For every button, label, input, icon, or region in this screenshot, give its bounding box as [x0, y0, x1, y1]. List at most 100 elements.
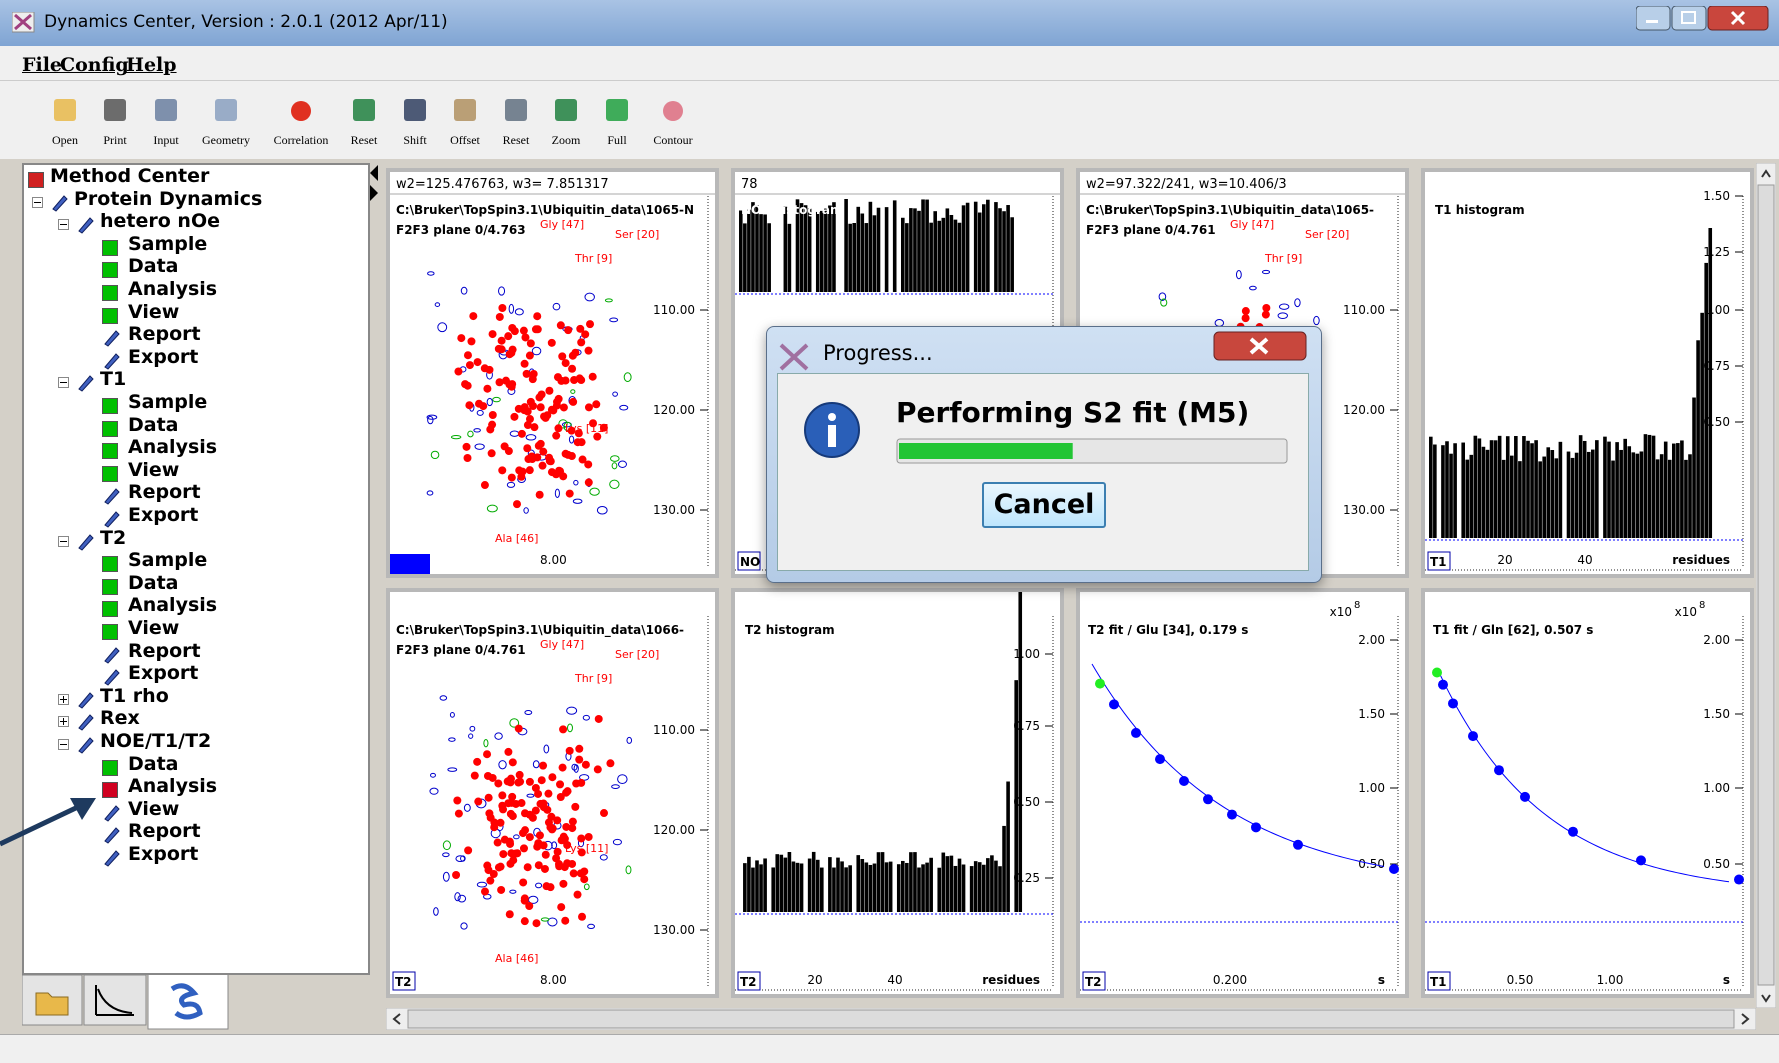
- tree-node[interactable]: Report: [128, 820, 201, 843]
- peak: [561, 916, 570, 925]
- tree-node[interactable]: View: [128, 797, 180, 820]
- spectrum-panel[interactable]: T2 fit / Glu [34], 0.179 s x10 8 2.00 1.50 1.…: [1076, 588, 1409, 998]
- minimize-button[interactable]: [1636, 6, 1671, 31]
- toolbar-icon[interactable]: [285, 93, 317, 125]
- tree-node[interactable]: T1 rho: [100, 684, 169, 707]
- tree-node[interactable]: Sample: [128, 391, 208, 413]
- toolbar-icon[interactable]: [550, 93, 582, 125]
- menu-item[interactable]: File: [22, 54, 63, 76]
- vertical-scrollbar[interactable]: [1756, 163, 1776, 1008]
- maximize-button[interactable]: [1671, 6, 1707, 31]
- peak: [526, 339, 535, 348]
- hist-bar: [807, 858, 812, 912]
- toolbar-icon[interactable]: [657, 93, 689, 125]
- expander[interactable]: [58, 535, 70, 548]
- toolbar-icon[interactable]: [500, 93, 532, 125]
- toolbar-icon[interactable]: [99, 93, 131, 125]
- tree-node[interactable]: T2: [100, 526, 127, 549]
- hist-bar: [1651, 435, 1656, 538]
- x-axis-label: residues: [982, 973, 1040, 987]
- peak-label: Gly [47]: [1230, 218, 1274, 231]
- tree-node[interactable]: View: [128, 300, 180, 323]
- hist-bar: [1542, 456, 1546, 538]
- tree-node[interactable]: Export: [128, 345, 199, 368]
- tree-node[interactable]: NOE/T1/T2: [100, 730, 212, 752]
- spectrum-panel[interactable]: w2=125.476763, w3= 7.851317 C:\Bruker\Top…: [386, 168, 719, 578]
- hist-bar: [1469, 454, 1474, 538]
- tree-node[interactable]: Sample: [128, 232, 208, 255]
- tree-node[interactable]: Protein Dynamics: [74, 187, 263, 210]
- expander[interactable]: [32, 196, 44, 209]
- tree-node[interactable]: Export: [128, 662, 199, 685]
- hist-bar: [1684, 459, 1688, 538]
- expander[interactable]: [58, 219, 70, 231]
- tree-node[interactable]: hetero nOe: [100, 210, 220, 233]
- expander[interactable]: [58, 716, 70, 728]
- cancel-button[interactable]: Cancel: [982, 482, 1106, 528]
- tree-node[interactable]: Sample: [128, 549, 208, 572]
- tree-node[interactable]: T1: [100, 368, 127, 391]
- toolbar-icon[interactable]: [399, 93, 431, 125]
- peak: [546, 883, 555, 892]
- tree-node[interactable]: Analysis: [128, 436, 218, 459]
- corner-box: [737, 551, 761, 571]
- y-tick-label: 0.50: [1013, 795, 1040, 809]
- tree-node[interactable]: Export: [128, 504, 199, 526]
- peak: [536, 403, 545, 412]
- tree-node[interactable]: Analysis: [128, 775, 218, 798]
- tree-node[interactable]: Export: [128, 843, 199, 865]
- expander[interactable]: [58, 693, 70, 706]
- contour: [587, 923, 596, 930]
- contour: [610, 455, 620, 462]
- peak: [580, 867, 589, 876]
- tree-node[interactable]: Method Center: [50, 165, 210, 187]
- tree-node[interactable]: Data: [128, 255, 179, 278]
- peak: [539, 761, 548, 770]
- horizontal-scrollbar[interactable]: [386, 1008, 1756, 1030]
- peak: [580, 875, 589, 884]
- toolbar-icon[interactable]: [449, 93, 481, 125]
- hist-bar: [799, 203, 804, 292]
- tree-node[interactable]: Analysis: [128, 594, 218, 617]
- hist-bar: [860, 858, 865, 912]
- toolbar-icon[interactable]: [210, 93, 242, 125]
- spectrum-panel[interactable]: C:\Bruker\TopSpin3.1\Ubiquitin_data\1066…: [386, 588, 719, 998]
- toolbar-icon[interactable]: [49, 93, 81, 125]
- expander[interactable]: [58, 739, 70, 751]
- corner-box: [1082, 971, 1106, 991]
- toolbar-icon[interactable]: [150, 93, 182, 125]
- hist-bar: [1534, 440, 1538, 538]
- tree-node[interactable]: View: [128, 617, 180, 639]
- y-tick-label: 1.00: [1013, 647, 1040, 661]
- peak: [457, 334, 466, 343]
- peak: [556, 321, 565, 330]
- contour: [568, 435, 575, 444]
- tree-node[interactable]: Data: [128, 413, 179, 436]
- contour: [506, 481, 516, 488]
- spectrum-panel[interactable]: T1 fit / Gln [62], 0.507 s x10 8 2.00 1.50 1.…: [1421, 588, 1754, 998]
- peak: [454, 367, 463, 376]
- spectrum-panel[interactable]: T2 histogram 1.00 0.75 0.50 0.25 20 40 residues…: [731, 583, 1064, 998]
- tree-node[interactable]: Rex: [100, 707, 140, 730]
- tree-node[interactable]: Analysis: [128, 278, 218, 300]
- dialog-close[interactable]: [1213, 331, 1307, 361]
- tree-node[interactable]: Report: [128, 639, 201, 662]
- toolbar-icon[interactable]: [348, 93, 380, 125]
- toolbar-icon[interactable]: [601, 93, 633, 125]
- expander[interactable]: [58, 377, 70, 389]
- tree-node[interactable]: Report: [128, 481, 201, 504]
- tree-node[interactable]: Data: [128, 571, 179, 594]
- fit-point: [1636, 855, 1646, 866]
- menu-item[interactable]: Help: [126, 54, 177, 76]
- tree-node[interactable]: Report: [128, 323, 201, 346]
- tab-curve[interactable]: [83, 975, 147, 1026]
- tree-node[interactable]: Data: [128, 752, 179, 775]
- hist-bar: [888, 861, 893, 912]
- hist-bar: [743, 223, 747, 292]
- menu-item[interactable]: Config: [60, 54, 129, 76]
- tree-node[interactable]: View: [128, 458, 180, 481]
- peak: [588, 372, 597, 381]
- peak: [525, 902, 534, 911]
- spectrum-panel[interactable]: T1 histogram 1.50 1.25 1.00 0.75 0.50 20 40 resi…: [1421, 168, 1754, 578]
- peak: [564, 326, 573, 335]
